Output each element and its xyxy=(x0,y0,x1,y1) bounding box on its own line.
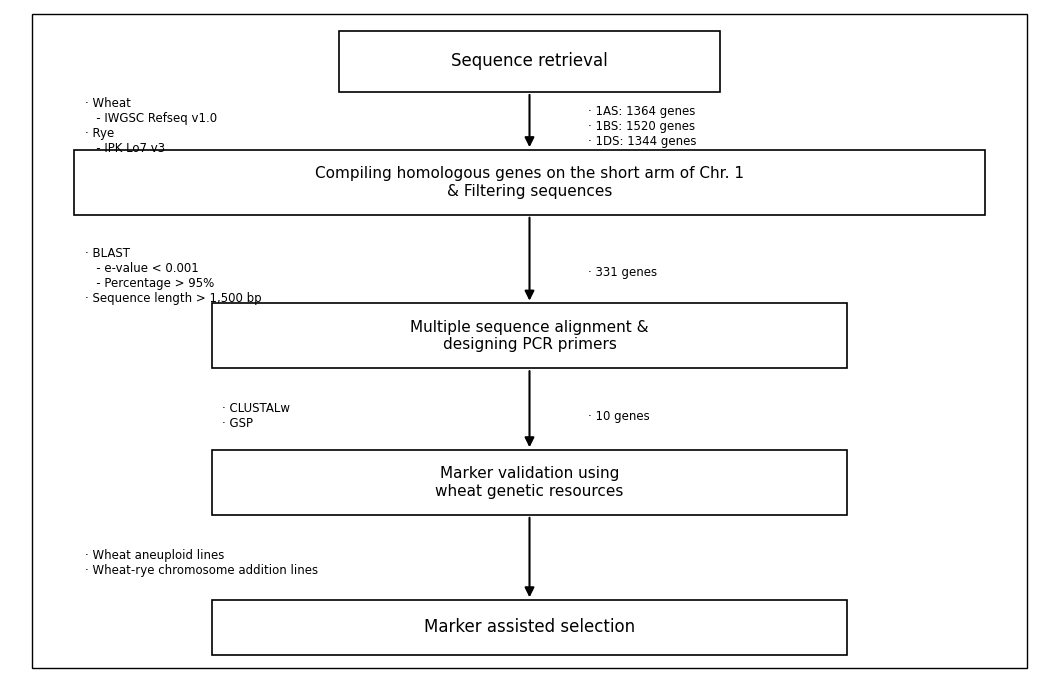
FancyBboxPatch shape xyxy=(212,600,847,655)
Text: · 10 genes: · 10 genes xyxy=(588,409,649,423)
Text: · BLAST
   - e-value < 0.001
   - Percentage > 95%
· Sequence length > 1,500 bp: · BLAST - e-value < 0.001 - Percentage >… xyxy=(85,247,262,306)
Text: Marker validation using
wheat genetic resources: Marker validation using wheat genetic re… xyxy=(435,466,624,499)
Text: Sequence retrieval: Sequence retrieval xyxy=(451,53,608,70)
Text: · 1AS: 1364 genes
· 1BS: 1520 genes
· 1DS: 1344 genes: · 1AS: 1364 genes · 1BS: 1520 genes · 1D… xyxy=(588,104,696,148)
Text: Compiling homologous genes on the short arm of Chr. 1
& Filtering sequences: Compiling homologous genes on the short … xyxy=(315,166,744,198)
FancyBboxPatch shape xyxy=(212,303,847,368)
Text: · Wheat aneuploid lines
· Wheat-rye chromosome addition lines: · Wheat aneuploid lines · Wheat-rye chro… xyxy=(85,548,318,577)
FancyBboxPatch shape xyxy=(74,150,985,215)
FancyBboxPatch shape xyxy=(212,450,847,515)
Text: · 331 genes: · 331 genes xyxy=(588,266,657,280)
FancyBboxPatch shape xyxy=(339,31,720,92)
Text: Marker assisted selection: Marker assisted selection xyxy=(424,619,635,636)
Text: · Wheat
   - IWGSC Refseq v1.0
· Rye
   - IPK Lo7 v3: · Wheat - IWGSC Refseq v1.0 · Rye - IPK … xyxy=(85,97,217,155)
Text: Multiple sequence alignment &
designing PCR primers: Multiple sequence alignment & designing … xyxy=(410,320,649,352)
Text: · CLUSTALw
· GSP: · CLUSTALw · GSP xyxy=(222,402,290,430)
